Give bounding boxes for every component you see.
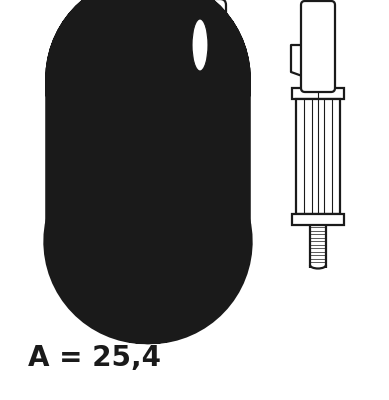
FancyBboxPatch shape <box>301 1 335 92</box>
FancyBboxPatch shape <box>174 0 226 94</box>
Text: A = 25,4: A = 25,4 <box>28 344 161 372</box>
Text: A: A <box>112 143 128 162</box>
Bar <box>172 214 228 225</box>
Bar <box>176 99 224 214</box>
Text: 10: 10 <box>112 38 137 56</box>
Ellipse shape <box>192 19 208 71</box>
Bar <box>292 214 344 225</box>
Text: 6,4: 6,4 <box>101 232 131 250</box>
Bar <box>296 99 340 214</box>
Bar <box>172 88 228 99</box>
Bar <box>292 88 344 99</box>
